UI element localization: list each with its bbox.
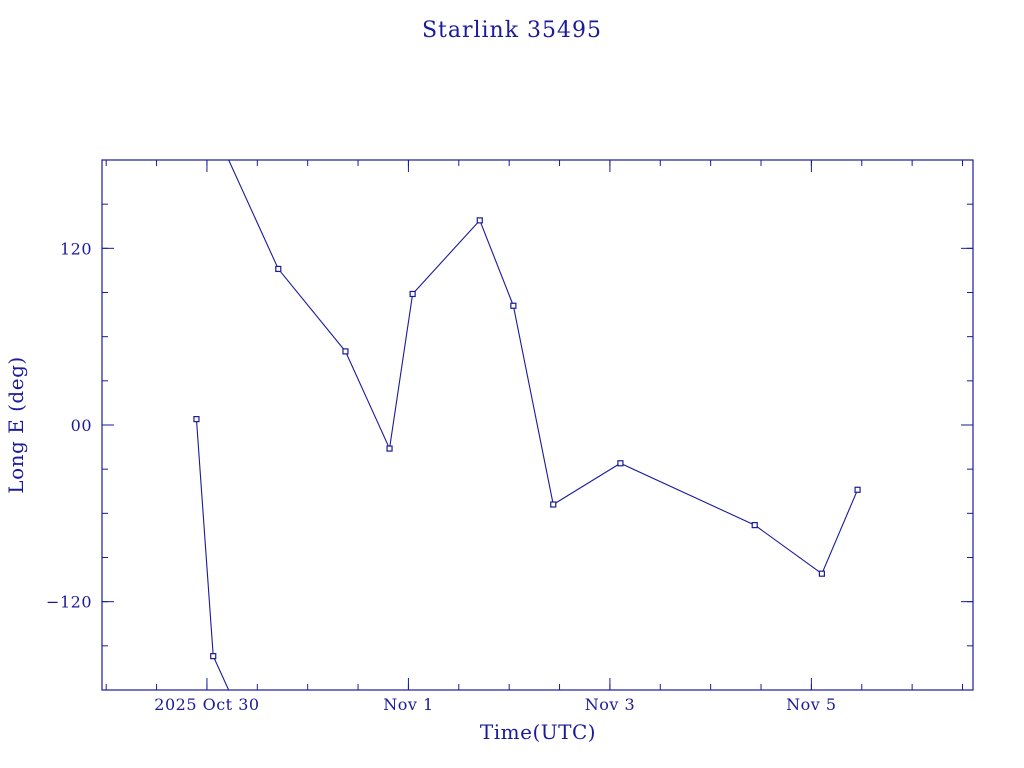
x-tick-label: Nov 3	[585, 695, 635, 714]
data-point	[342, 348, 349, 355]
series-segment	[388, 293, 414, 449]
data-point	[409, 290, 416, 298]
series-segment	[754, 524, 823, 575]
series-segment	[212, 655, 230, 690]
data-point	[275, 265, 282, 273]
x-tick-labels: 2025 Oct 30 Nov 1 Nov 3 Nov 5	[154, 695, 836, 714]
x-axis-label: Time(UTC)	[480, 720, 596, 744]
data-point	[854, 486, 861, 493]
data-point	[476, 217, 483, 224]
series-segment	[821, 489, 859, 574]
data-point	[193, 416, 200, 423]
y-axis-label: Long E (deg)	[4, 356, 28, 493]
data-point	[510, 302, 517, 309]
series-segment	[277, 268, 346, 352]
series-longitude	[193, 160, 861, 690]
y-tick-label: 120	[60, 239, 92, 258]
series-segment	[479, 220, 514, 306]
data-point	[818, 570, 825, 577]
chart-title: Starlink 35495	[422, 18, 602, 43]
axis-ticks	[102, 159, 973, 691]
series-segment	[228, 160, 279, 270]
x-tick-label: 2025 Oct 30	[154, 695, 259, 714]
series-segment	[620, 462, 755, 526]
data-point	[210, 653, 217, 660]
series-segment	[344, 351, 391, 449]
x-tick-label: Nov 5	[786, 695, 836, 714]
x-tick-label: Nov 1	[383, 695, 433, 714]
y-tick-labels: 120 00 −120	[46, 239, 92, 612]
y-tick-label: 00	[71, 416, 92, 435]
data-point	[550, 501, 557, 508]
series-segment	[412, 219, 481, 295]
data-point	[386, 445, 393, 452]
series-segment	[512, 305, 554, 505]
data-point	[617, 460, 624, 467]
series-segment	[195, 419, 214, 657]
data-point	[751, 522, 758, 529]
series-segment	[552, 462, 621, 505]
y-tick-label: −120	[46, 593, 92, 612]
plot-area	[193, 160, 861, 690]
